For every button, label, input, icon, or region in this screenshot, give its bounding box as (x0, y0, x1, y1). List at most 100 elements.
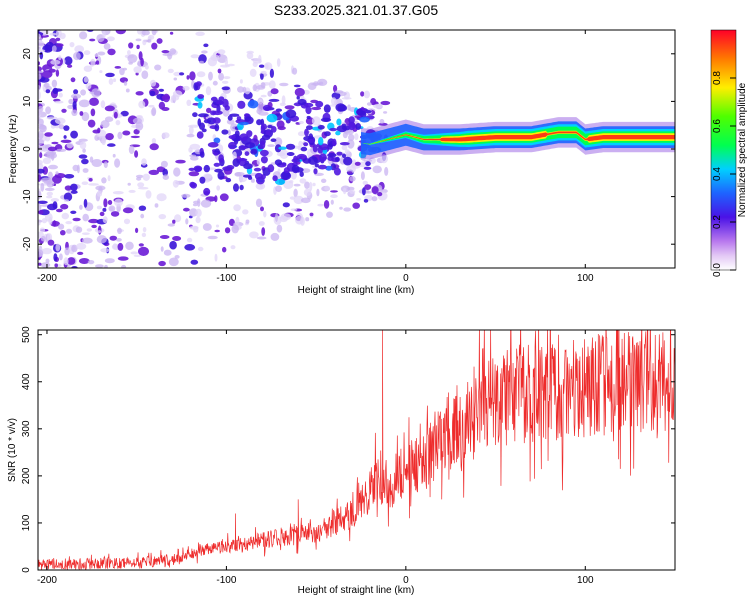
signal-blob (213, 162, 221, 167)
noise-blob (172, 90, 183, 97)
noise-blob (258, 64, 265, 68)
noise-blob (161, 50, 170, 54)
noise-blob (71, 109, 78, 117)
noise-blob (74, 45, 85, 53)
noise-blob (362, 180, 368, 186)
noise-blob (311, 82, 322, 86)
noise-blob (128, 145, 135, 155)
y-tick-label: 100 (21, 514, 32, 531)
signal-blob (239, 184, 244, 191)
noise-blob (217, 68, 222, 74)
noise-blob (160, 246, 164, 252)
figure-title: S233.2025.321.01.37.G05 (274, 2, 438, 18)
signal-blob (197, 101, 203, 109)
noise-blob (281, 95, 286, 105)
signal-blob (261, 134, 271, 141)
noise-blob (343, 207, 352, 212)
noise-blob (123, 218, 131, 225)
noise-blob (91, 159, 103, 167)
noise-blob (70, 183, 78, 191)
noise-blob (70, 93, 82, 99)
noise-blob (45, 258, 50, 264)
signal-blob (227, 115, 233, 121)
noise-blob (299, 178, 307, 184)
noise-blob (217, 54, 228, 63)
signal-blob (212, 117, 221, 124)
noise-blob (347, 171, 353, 174)
noise-blob (65, 221, 72, 225)
signal-blob (285, 109, 297, 119)
noise-blob (47, 171, 53, 180)
noise-blob (150, 79, 157, 87)
noise-blob (242, 209, 249, 215)
noise-blob (383, 111, 388, 114)
noise-blob (366, 102, 372, 106)
signal-blob (305, 106, 312, 115)
noise-blob (167, 68, 174, 74)
noise-blob (192, 203, 198, 207)
noise-blob (156, 193, 167, 202)
noise-blob (38, 84, 41, 91)
noise-blob (268, 80, 276, 89)
signal-blob (297, 98, 307, 106)
signal-blob (339, 142, 350, 146)
noise-blob (38, 73, 42, 80)
noise-blob (249, 68, 257, 77)
noise-blob (125, 241, 134, 250)
noise-blob (46, 181, 54, 188)
noise-blob (283, 180, 294, 189)
noise-blob (112, 191, 124, 195)
signal-blob (207, 142, 219, 148)
noise-blob (38, 111, 42, 118)
noise-blob (189, 143, 201, 150)
noise-blob (193, 200, 200, 204)
signal-blob (256, 119, 263, 126)
noise-blob (214, 253, 218, 262)
noise-blob (130, 135, 140, 139)
noise-blob (330, 97, 337, 106)
noise-blob (73, 89, 79, 95)
noise-blob (59, 253, 63, 261)
noise-blob (363, 90, 370, 99)
noise-blob (117, 131, 123, 140)
noise-blob (101, 136, 107, 146)
noise-blob (91, 224, 97, 229)
noise-blob (63, 135, 67, 139)
signal-blob (313, 168, 318, 175)
noise-blob (210, 54, 220, 61)
noise-blob (162, 174, 169, 180)
noise-blob (349, 189, 356, 194)
noise-blob (66, 142, 74, 149)
noise-blob (45, 89, 51, 94)
noise-blob (135, 38, 142, 42)
noise-blob (128, 61, 133, 65)
signal-blob (341, 153, 347, 158)
noise-blob (356, 198, 362, 201)
noise-blob (100, 100, 106, 109)
signal-blob (267, 124, 273, 129)
noise-blob (186, 99, 192, 107)
noise-blob (88, 178, 93, 182)
noise-blob (42, 157, 52, 165)
x-tick-label: -200 (37, 575, 57, 586)
noise-blob (72, 100, 77, 110)
spectrogram-plot-area (38, 30, 675, 268)
signal-blob (225, 177, 232, 183)
noise-blob (188, 124, 200, 128)
signal-blob (246, 130, 253, 138)
noise-blob (95, 60, 100, 65)
noise-blob (88, 183, 99, 186)
noise-blob (51, 141, 59, 145)
noise-blob (90, 108, 96, 117)
noise-blob (106, 36, 115, 42)
noise-blob (55, 30, 62, 38)
noise-blob (44, 132, 53, 137)
noise-blob (203, 43, 209, 48)
noise-blob (190, 54, 200, 59)
noise-blob (348, 133, 355, 142)
signal-blob (242, 174, 252, 178)
noise-blob (326, 211, 333, 218)
noise-blob (38, 168, 45, 174)
noise-blob (83, 76, 89, 83)
signal-blob (195, 81, 202, 87)
